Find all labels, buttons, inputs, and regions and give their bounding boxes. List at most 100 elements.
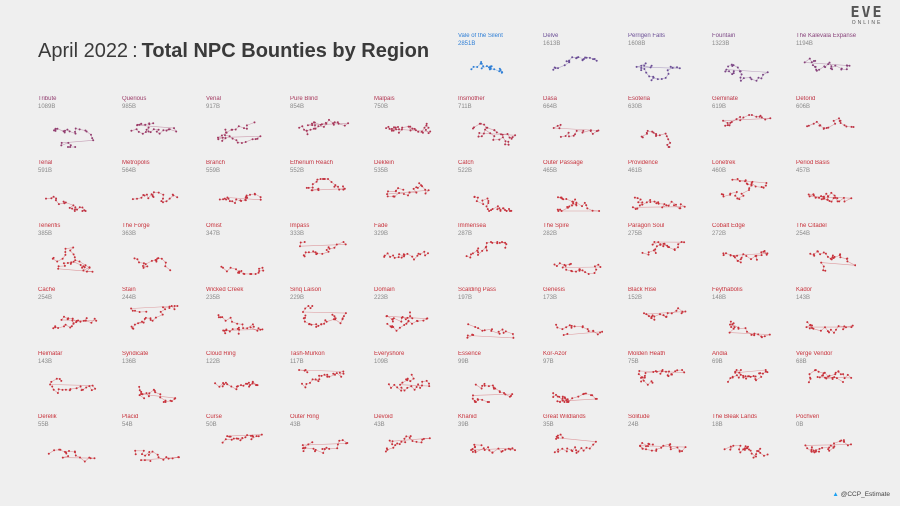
region-map-system [228,135,231,138]
region-map-system [667,204,670,207]
region-map-system [226,196,229,199]
region-map-genesis [555,323,603,336]
region-map-link [845,325,853,328]
region-name-venal: Venal [206,96,222,102]
region-map-system [419,253,422,256]
region-map-system [384,450,387,453]
region-map-system [493,129,496,132]
region-map-link [246,122,255,126]
region-map-system [854,264,856,267]
region-map-system [256,329,259,332]
region-map-fountain [724,63,769,82]
region-map-system [807,193,810,196]
region-map-system [653,318,656,321]
region-map-system [314,127,317,130]
region-map-system [508,136,511,139]
region-map-system [395,128,398,131]
region-map-system [250,438,253,441]
region-map-system [424,188,427,191]
region-map-system [154,316,157,319]
region-map-link [162,306,170,309]
region-map-system [69,146,72,148]
region-map-system [744,445,747,448]
region-map-system [755,258,758,261]
region-value-period-basis: 457B [796,168,811,174]
region-map-system [231,200,234,203]
region-map-system [237,326,240,329]
region-map-system [325,320,328,323]
region-map-link [558,437,596,442]
region-map-system [155,130,158,133]
region-map-system [228,200,231,203]
region-map-system [82,319,85,322]
region-map-system [557,450,560,453]
region-panel-querious: Querious 985B [122,96,202,156]
region-map-system [659,372,662,375]
region-map-system [74,132,77,135]
region-map-system [90,389,93,392]
region-map-link [250,327,258,332]
region-map-system [811,324,813,327]
region-map-system [67,455,70,458]
region-map-system [764,118,767,121]
region-map-system [65,452,68,455]
region-map-system [593,58,596,60]
region-map-system [246,327,249,330]
region-map-vale-of-the-silent [470,61,504,74]
region-map-pure-blind [298,118,350,136]
region-map-system [565,450,568,453]
region-map-system [72,253,75,256]
region-map-link [645,449,652,451]
region-map-pochven [804,439,852,454]
region-map-system [667,138,670,141]
region-map-system [322,452,325,454]
region-map-system [755,79,758,82]
region-map-system [745,182,748,185]
region-map-link [137,124,175,129]
region-map-system [63,264,66,267]
region-map-system [638,204,641,207]
region-map-system [506,133,509,135]
region-map-link [468,324,476,328]
region-map-system [47,452,50,455]
region-value-genesis: 173B [543,295,558,301]
region-map-system [577,56,580,59]
region-map-system [471,252,474,255]
region-map-system [148,123,151,126]
region-panel-cloud-ring: Cloud Ring 122B [206,351,286,411]
region-map-metropolis [131,191,179,204]
region-map-system [251,323,254,326]
region-map-link [835,65,842,69]
region-map-system [413,258,415,261]
region-map-system [252,325,255,328]
region-map-system [64,201,67,204]
region-panel-pochven: Pochven 0B [796,414,876,474]
region-map-system [305,383,308,385]
region-map-system [303,128,306,131]
region-name-tash-murkon: Tash-Murkon [290,351,325,357]
region-map-system [480,387,483,390]
region-map-system [558,127,561,130]
region-map-system [480,444,483,447]
region-map-link [632,206,685,208]
region-map-system [334,184,337,187]
region-map-system [317,380,320,383]
region-map-system [842,373,845,376]
region-map-link [65,202,74,206]
region-map-system [258,270,261,272]
region-map-querious [130,122,178,135]
region-map-system [736,254,739,257]
region-map-system [420,130,423,133]
region-value-cobalt-edge: 272B [712,231,727,237]
region-map-system [722,119,725,122]
region-map-system [91,137,94,140]
region-map-system [90,321,93,324]
region-map-system [553,263,556,266]
region-name-omist: Omist [206,223,222,229]
region-map-system [562,334,565,336]
region-map-system [421,185,424,188]
region-map-system [239,439,242,442]
region-value-khanid: 39B [458,422,469,428]
region-map-system [640,380,643,383]
region-map-system [766,371,769,374]
